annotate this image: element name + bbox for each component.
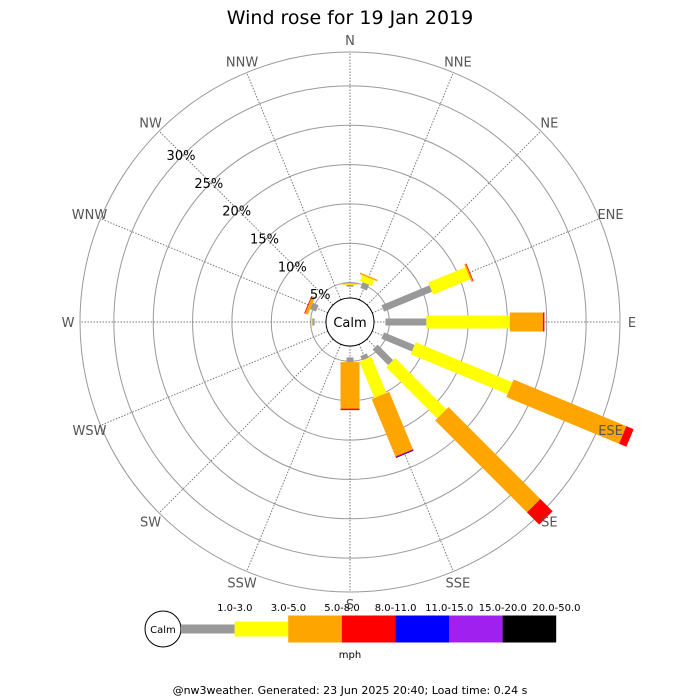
footer-credit: @nw3weather. Generated: 23 Jun 2025 20:4… xyxy=(173,684,528,697)
calm-circle xyxy=(325,297,375,347)
ring-labels: 5%10% 15% 20% 25% 30% xyxy=(167,149,331,303)
ring-circle xyxy=(113,85,587,559)
direction-label-ese: ESE xyxy=(598,424,623,439)
wind-bar-nne-2 xyxy=(359,272,378,282)
direction-label-ene: ENE xyxy=(597,208,623,223)
direction-label-wnw: WNW xyxy=(72,208,108,223)
direction-label-nnw: NNW xyxy=(226,55,258,70)
spoke-line xyxy=(349,130,542,323)
direction-label-s: S xyxy=(346,598,354,613)
direction-label-sw: SW xyxy=(140,515,161,530)
wind-bar-ese-3 xyxy=(619,426,634,447)
direction-label-nne: NNE xyxy=(444,55,472,70)
legend-bin-label: 20.0-50.0 xyxy=(532,603,580,614)
direction-label-ne: NE xyxy=(540,117,558,132)
wind-bar-ese-2 xyxy=(506,379,627,444)
wind-bar-ene-1 xyxy=(428,267,471,295)
outer-ring xyxy=(79,51,621,593)
wind-bar-se-2 xyxy=(435,407,541,513)
direction-label-wsw: WSW xyxy=(72,424,106,439)
legend-bin-label: 1.0-3.0 xyxy=(217,603,252,614)
wind-bar-sse-2 xyxy=(371,391,413,457)
wind-bar-ene-2 xyxy=(464,263,473,282)
spoke-line xyxy=(100,321,351,426)
direction-label-n: N xyxy=(345,34,355,49)
direction-label-ssw: SSW xyxy=(227,577,257,592)
wind-bar-ene-0 xyxy=(381,285,433,312)
direction-label-e: E xyxy=(628,316,636,331)
wind-bar-ese-0 xyxy=(381,332,415,352)
ring-label: 20% xyxy=(222,205,251,220)
legend-unit: mph xyxy=(339,650,361,661)
legend-calm-label: Calm xyxy=(150,625,176,636)
legend-bin-label: 3.0-5.0 xyxy=(271,603,306,614)
ring-label: 5% xyxy=(310,288,331,303)
calm-label: Calm xyxy=(333,316,366,331)
calm-marker: Calm xyxy=(325,297,375,347)
wind-bar-nne-1 xyxy=(359,275,375,286)
wind-bar-nne-0 xyxy=(360,282,370,291)
spoke-line xyxy=(158,321,351,514)
ring-label: 15% xyxy=(250,233,279,248)
ring-circle xyxy=(152,124,548,520)
wind-bar-wnw-2 xyxy=(304,296,316,315)
rose-bars xyxy=(304,263,634,525)
ring-label: 25% xyxy=(194,177,223,192)
direction-label-sse: SSE xyxy=(446,577,471,592)
spoke-line xyxy=(246,72,351,323)
wind-bar-wnw-0 xyxy=(310,302,319,312)
direction-label-nw: NW xyxy=(139,117,162,132)
ring-label: 30% xyxy=(167,149,196,164)
wind-bar-se-3 xyxy=(526,498,553,525)
legend-bin-label: 8.0-11.0 xyxy=(375,603,417,614)
direction-label-se: SE xyxy=(541,515,557,530)
wind-bar-sse-1 xyxy=(359,356,387,398)
ring-label: 10% xyxy=(278,260,307,275)
legend-bin-label: 11.0-15.0 xyxy=(425,603,473,614)
direction-labels: N NNE NE ENE E ESE SE SSE S SSW SW WSW W WNW NW NNW xyxy=(62,34,637,613)
legend-bin-label: 5.0-8.0 xyxy=(324,603,359,614)
wind-bar-se-1 xyxy=(386,358,447,419)
wind-bar-ese-1 xyxy=(410,342,513,395)
wind-bar-se-0 xyxy=(372,344,394,366)
spoke-line xyxy=(246,321,351,572)
wind-bar-sse-0 xyxy=(360,353,369,361)
speed-legend: Calm mph 1.0-3.0 3.0-5.0 5.0-8.0 8.0-11.0 11… xyxy=(144,603,580,661)
spoke-line xyxy=(158,130,351,323)
legend-bin-label: 15.0-20.0 xyxy=(479,603,527,614)
direction-label-w: W xyxy=(62,316,75,331)
chart-title: Wind rose for 19 Jan 2019 xyxy=(227,7,474,29)
